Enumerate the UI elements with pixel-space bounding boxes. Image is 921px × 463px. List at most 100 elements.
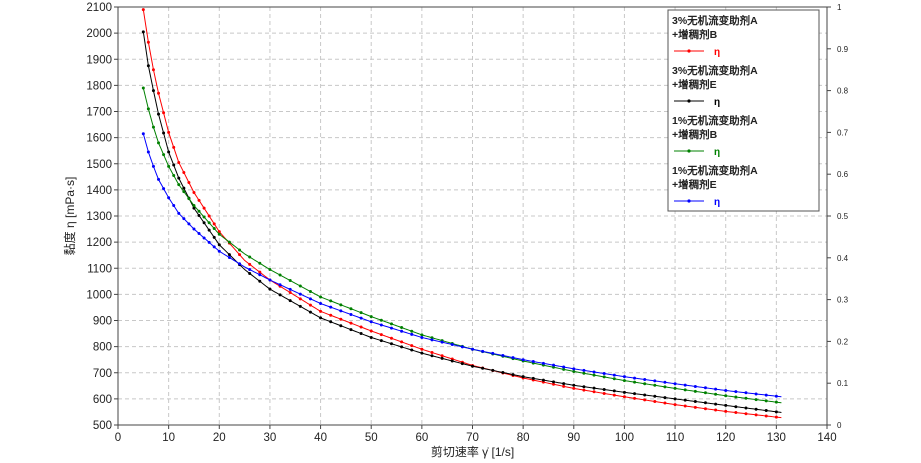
data-point — [202, 206, 206, 210]
data-point — [683, 398, 687, 402]
data-point — [177, 211, 181, 215]
data-point — [683, 383, 687, 387]
data-point — [683, 404, 687, 408]
data-point — [167, 164, 171, 168]
data-point — [298, 304, 302, 308]
data-point — [172, 174, 176, 178]
y-tick-label: 500 — [93, 420, 112, 432]
data-point — [349, 312, 353, 316]
data-point — [319, 316, 323, 320]
data-point — [146, 150, 150, 154]
data-point — [369, 320, 373, 324]
data-point — [602, 391, 606, 395]
right-tick-label: 0.3 — [837, 296, 849, 305]
right-tick-label: 0.7 — [837, 128, 849, 137]
data-point — [582, 388, 586, 392]
data-point — [683, 388, 687, 392]
y-tick-label: 1300 — [86, 211, 112, 223]
x-tick-label: 80 — [517, 432, 530, 444]
data-point — [349, 321, 353, 325]
data-point — [172, 163, 176, 167]
data-point — [693, 384, 697, 388]
data-point — [653, 394, 657, 398]
data-point — [217, 249, 221, 253]
legend-entry: 1%无机流变助剂A+增稠剂B η — [672, 114, 758, 158]
data-point — [379, 333, 383, 337]
data-point — [430, 338, 434, 342]
data-point — [389, 326, 393, 330]
data-point — [151, 125, 155, 129]
data-point — [212, 245, 216, 249]
data-point — [212, 227, 216, 231]
data-point — [703, 391, 707, 395]
legend-label: 3%无机流变助剂A — [672, 14, 758, 27]
data-point — [308, 303, 312, 307]
data-point — [258, 279, 262, 283]
data-point — [182, 190, 186, 194]
data-point — [207, 221, 211, 225]
data-point — [238, 248, 242, 252]
x-tick-label: 50 — [365, 432, 378, 444]
data-point — [622, 395, 626, 399]
data-point — [162, 131, 166, 135]
y-tick-label: 800 — [93, 342, 112, 354]
legend-label: 3%无机流变助剂A — [672, 64, 758, 77]
data-point — [622, 379, 626, 383]
data-point — [339, 317, 343, 321]
data-point — [369, 329, 373, 333]
data-point — [653, 383, 657, 387]
data-point — [602, 372, 606, 376]
data-point — [146, 64, 150, 68]
data-point — [177, 160, 181, 164]
data-point — [693, 405, 697, 409]
data-point — [268, 278, 272, 282]
data-point — [212, 235, 216, 239]
data-point — [197, 232, 201, 235]
data-point — [389, 336, 393, 340]
data-point — [521, 358, 525, 362]
right-tick-label: 0 — [837, 421, 842, 430]
data-point — [400, 329, 404, 333]
x-tick-label: 110 — [666, 432, 684, 444]
legend: 3%无机流变助剂A+增稠剂Bη3%无机流变助剂A+增稠剂Eη1%无机流变助剂A+… — [667, 9, 820, 212]
data-point — [389, 322, 393, 326]
data-point — [724, 389, 728, 393]
data-point — [162, 187, 166, 191]
data-point — [562, 384, 566, 388]
data-point — [663, 401, 667, 405]
data-point — [298, 284, 302, 288]
data-point — [673, 403, 677, 407]
data-point — [724, 394, 728, 398]
data-point — [643, 382, 647, 386]
data-point — [734, 405, 738, 409]
x-tick-label: 130 — [767, 432, 786, 444]
data-point — [329, 305, 333, 309]
data-point — [308, 290, 312, 293]
data-point — [572, 369, 576, 373]
x-axis-ticks: 0 10 20 30 40 50 60 70 80 90 100 110 120 130 140 — [115, 425, 837, 444]
y-tick-label: 1700 — [86, 107, 112, 119]
right-tick-label: 0.8 — [837, 87, 849, 96]
data-point — [227, 253, 231, 257]
x-tick-label: 30 — [264, 432, 277, 444]
data-point — [319, 295, 323, 299]
data-point — [592, 386, 596, 390]
data-point — [288, 299, 292, 303]
data-point — [552, 382, 556, 386]
data-point — [744, 412, 748, 416]
data-point — [177, 176, 181, 180]
data-point — [633, 396, 637, 400]
data-point — [562, 367, 566, 371]
data-point — [298, 297, 302, 301]
data-point — [592, 373, 596, 377]
x-tick-label: 10 — [162, 432, 175, 444]
data-point — [764, 393, 768, 397]
data-point — [440, 354, 444, 358]
data-point — [192, 206, 196, 210]
data-point — [754, 392, 758, 396]
data-point — [450, 359, 454, 363]
data-point — [141, 30, 145, 34]
data-point — [450, 343, 454, 347]
data-point — [212, 222, 216, 226]
data-point — [359, 332, 363, 336]
